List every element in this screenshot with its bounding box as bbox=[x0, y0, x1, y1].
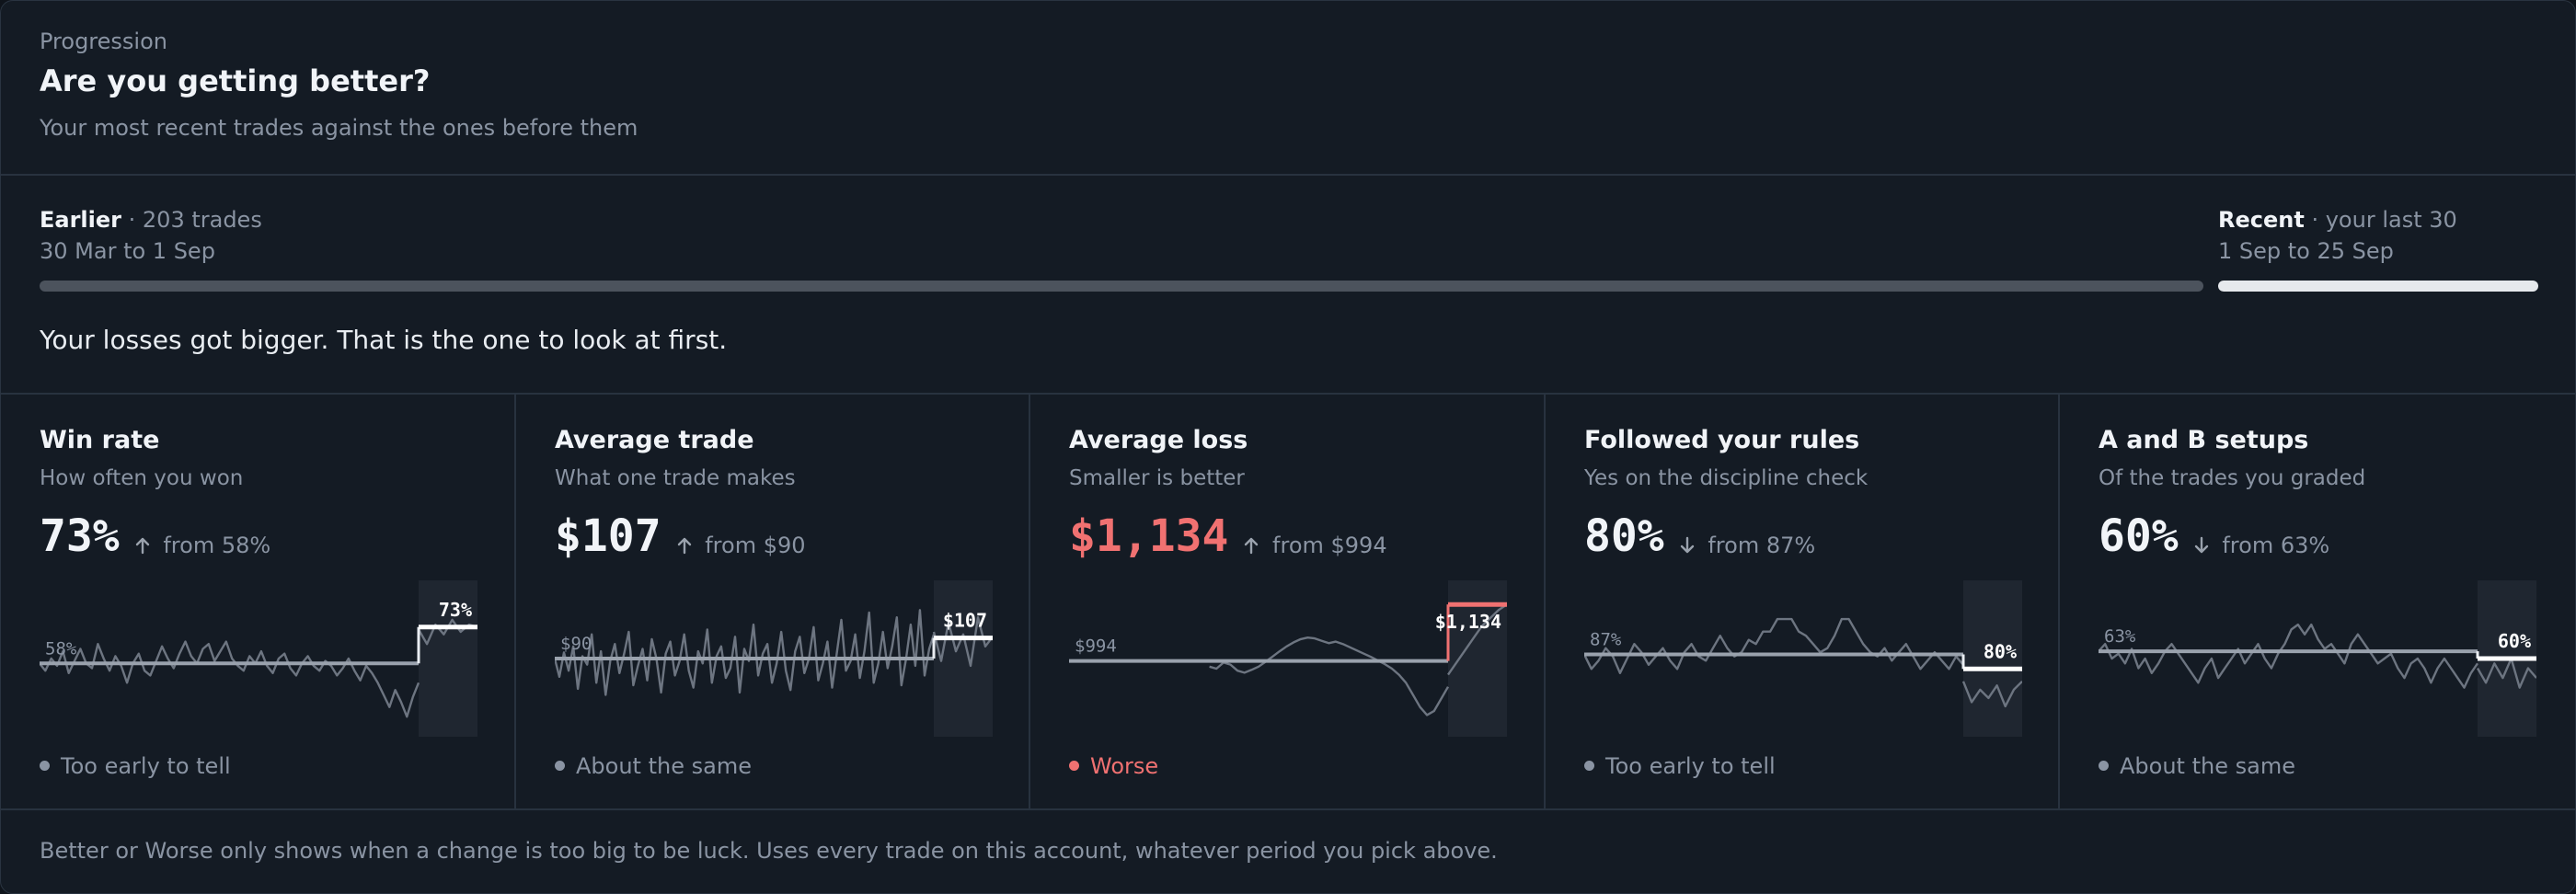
metric-value: 60% bbox=[2099, 510, 2179, 562]
metric-subtitle: Of the trades you graded bbox=[2099, 466, 2366, 490]
earlier-detail: · 203 trades bbox=[128, 207, 262, 233]
status-dot-icon bbox=[40, 760, 50, 771]
metric-card-average-loss[interactable]: Average loss Smaller is better $1,134 fr… bbox=[1030, 395, 1544, 808]
earlier-dates: 30 Mar to 1 Sep bbox=[40, 238, 215, 264]
status-dot-icon bbox=[555, 760, 565, 771]
metric-status: Too early to tell bbox=[1584, 753, 1776, 779]
metric-status-text: About the same bbox=[2120, 753, 2295, 779]
recent-detail: · your last 30 bbox=[2311, 207, 2457, 233]
recent-value-label: 80% bbox=[1984, 640, 2017, 662]
metric-value: $1,134 bbox=[1069, 510, 1229, 562]
section-eyebrow: Progression bbox=[40, 29, 167, 54]
page-subtitle: Your most recent trades against the ones… bbox=[40, 115, 638, 141]
metric-title: Average trade bbox=[555, 426, 754, 454]
earlier-period-bar[interactable] bbox=[40, 281, 2203, 292]
metric-card-average-trade[interactable]: Average trade What one trade makes $107 … bbox=[516, 395, 1029, 808]
metric-sparkline: 58% 73% bbox=[40, 580, 477, 737]
baseline-label: 58% bbox=[45, 638, 77, 659]
metric-subtitle: Yes on the discipline check bbox=[1584, 466, 1869, 490]
metric-value: $107 bbox=[555, 510, 661, 562]
metric-card-followed-rules[interactable]: Followed your rules Yes on the disciplin… bbox=[1546, 395, 2059, 808]
card-divider bbox=[2058, 395, 2060, 808]
metric-subtitle: What one trade makes bbox=[555, 466, 796, 490]
arrow-up-icon bbox=[676, 533, 698, 558]
arrow-down-icon bbox=[1679, 533, 1701, 558]
footer-note: Better or Worse only shows when a change… bbox=[40, 838, 1498, 864]
card-divider bbox=[1029, 395, 1030, 808]
divider bbox=[1, 393, 2575, 395]
earlier-series-line bbox=[555, 609, 936, 696]
metric-subtitle: How often you won bbox=[40, 466, 244, 490]
arrow-down-icon bbox=[2193, 533, 2215, 558]
metric-status-text: About the same bbox=[576, 753, 752, 779]
recent-window-shade bbox=[1963, 580, 2022, 737]
earlier-label: Earlier bbox=[40, 207, 121, 233]
metric-delta-text: from 63% bbox=[2222, 533, 2330, 558]
arrow-up-icon bbox=[134, 533, 156, 558]
earlier-series-line bbox=[1584, 617, 1964, 674]
recent-series-line bbox=[2476, 657, 2536, 689]
metric-status: Worse bbox=[1069, 753, 1158, 779]
metric-title: Followed your rules bbox=[1584, 426, 1860, 454]
metric-delta-text: from $90 bbox=[705, 533, 806, 558]
metric-delta: from 87% bbox=[1679, 533, 1815, 558]
metric-sparkline: 63% 60% bbox=[2099, 580, 2536, 737]
card-divider bbox=[1544, 395, 1546, 808]
metric-value: 80% bbox=[1584, 510, 1664, 562]
recent-dates: 1 Sep to 25 Sep bbox=[2218, 238, 2394, 264]
divider bbox=[1, 808, 2575, 810]
metric-delta-text: from 87% bbox=[1708, 533, 1816, 558]
recent-value-label: $1,134 bbox=[1435, 611, 1501, 633]
earlier-period-label[interactable]: Earlier · 203 trades bbox=[40, 207, 262, 233]
page-title: Are you getting better? bbox=[40, 63, 431, 98]
recent-label: Recent bbox=[2218, 207, 2305, 233]
status-dot-icon bbox=[1069, 760, 1079, 771]
metric-card-ab-setups[interactable]: A and B setups Of the trades you graded … bbox=[2060, 395, 2573, 808]
earlier-series-line bbox=[1209, 636, 1450, 716]
baseline-label: 87% bbox=[1590, 629, 1622, 649]
metric-delta: from 58% bbox=[134, 533, 270, 558]
metric-status: Too early to tell bbox=[40, 753, 231, 779]
verdict-text: Your losses got bigger. That is the one … bbox=[40, 325, 728, 355]
recent-window-shade bbox=[419, 580, 477, 737]
status-dot-icon bbox=[1584, 760, 1594, 771]
metric-title: Win rate bbox=[40, 426, 160, 454]
status-dot-icon bbox=[2099, 760, 2109, 771]
recent-value-label: 60% bbox=[2498, 630, 2531, 652]
metric-sparkline: 87% 80% bbox=[1584, 580, 2022, 737]
card-divider bbox=[514, 395, 516, 808]
metric-title: Average loss bbox=[1069, 426, 1248, 454]
metric-delta: from $90 bbox=[676, 533, 806, 558]
metric-delta-text: from $994 bbox=[1272, 533, 1387, 558]
recent-series-line bbox=[1447, 603, 1507, 676]
recent-window-shade bbox=[934, 580, 993, 737]
metric-subtitle: Smaller is better bbox=[1069, 466, 1245, 490]
recent-value-label: $107 bbox=[943, 610, 987, 632]
divider bbox=[1, 174, 2575, 176]
metric-delta: from $994 bbox=[1243, 533, 1387, 558]
metric-status: About the same bbox=[555, 753, 752, 779]
baseline-label: $994 bbox=[1075, 636, 1117, 657]
recent-period-bar[interactable] bbox=[2218, 281, 2538, 292]
metric-value: 73% bbox=[40, 510, 120, 562]
metric-sparkline: $90 $107 bbox=[555, 580, 993, 737]
baseline-label: 63% bbox=[2104, 626, 2136, 647]
recent-value-label: 73% bbox=[439, 599, 472, 621]
arrow-up-icon bbox=[1243, 533, 1265, 558]
metric-status: About the same bbox=[2099, 753, 2295, 779]
recent-period-label[interactable]: Recent · your last 30 bbox=[2218, 207, 2457, 233]
metric-delta-text: from 58% bbox=[163, 533, 271, 558]
recent-series-line bbox=[1961, 680, 2022, 708]
metric-status-text: Too early to tell bbox=[1605, 753, 1776, 779]
metric-sparkline: $994 $1,134 bbox=[1069, 580, 1507, 737]
metric-status-text: Too early to tell bbox=[61, 753, 231, 779]
earlier-series-line bbox=[40, 640, 420, 718]
earlier-series-line bbox=[2099, 623, 2478, 689]
metric-card-win-rate[interactable]: Win rate How often you won 73% from 58% … bbox=[1, 395, 514, 808]
metric-title: A and B setups bbox=[2099, 426, 2309, 454]
baseline-label: $90 bbox=[560, 634, 592, 654]
metric-status-text: Worse bbox=[1090, 753, 1159, 779]
metric-delta: from 63% bbox=[2193, 533, 2329, 558]
